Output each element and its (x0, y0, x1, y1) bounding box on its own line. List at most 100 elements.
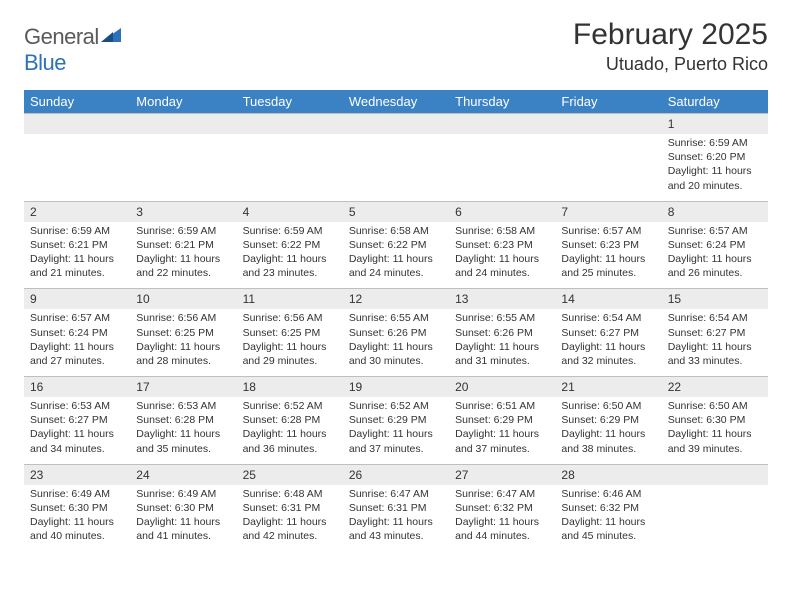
sunrise-text: Sunrise: 6:59 AM (30, 224, 124, 238)
day-body-cell: Sunrise: 6:49 AMSunset: 6:30 PMDaylight:… (24, 485, 130, 552)
weekday-header: Wednesday (343, 90, 449, 114)
brand-logo: General Blue (24, 24, 123, 76)
day-number-cell: 10 (130, 289, 236, 310)
day-body-cell: Sunrise: 6:52 AMSunset: 6:29 PMDaylight:… (343, 397, 449, 464)
day-number-cell (24, 114, 130, 135)
weekday-header: Tuesday (237, 90, 343, 114)
sunset-text: Sunset: 6:29 PM (561, 413, 655, 427)
brand-text: General Blue (24, 24, 123, 76)
weekday-header-row: Sunday Monday Tuesday Wednesday Thursday… (24, 90, 768, 114)
brand-part1: General (24, 24, 99, 49)
day-body-cell: Sunrise: 6:54 AMSunset: 6:27 PMDaylight:… (555, 309, 661, 376)
sunset-text: Sunset: 6:21 PM (30, 238, 124, 252)
sunset-text: Sunset: 6:30 PM (136, 501, 230, 515)
day-number-cell: 23 (24, 464, 130, 485)
sunset-text: Sunset: 6:32 PM (455, 501, 549, 515)
day-body-cell: Sunrise: 6:57 AMSunset: 6:24 PMDaylight:… (24, 309, 130, 376)
sunrise-text: Sunrise: 6:47 AM (455, 487, 549, 501)
day-body-cell: Sunrise: 6:49 AMSunset: 6:30 PMDaylight:… (130, 485, 236, 552)
day-number-cell (449, 114, 555, 135)
sunset-text: Sunset: 6:22 PM (349, 238, 443, 252)
daylight-text: Daylight: 11 hours and 20 minutes. (668, 164, 762, 192)
day-body-cell: Sunrise: 6:56 AMSunset: 6:25 PMDaylight:… (130, 309, 236, 376)
sunset-text: Sunset: 6:29 PM (455, 413, 549, 427)
sunrise-text: Sunrise: 6:50 AM (668, 399, 762, 413)
day-body-cell: Sunrise: 6:47 AMSunset: 6:32 PMDaylight:… (449, 485, 555, 552)
day-body-cell: Sunrise: 6:46 AMSunset: 6:32 PMDaylight:… (555, 485, 661, 552)
header: General Blue February 2025 Utuado, Puert… (24, 18, 768, 76)
day-body-cell: Sunrise: 6:54 AMSunset: 6:27 PMDaylight:… (662, 309, 768, 376)
day-number-cell: 26 (343, 464, 449, 485)
daylight-text: Daylight: 11 hours and 38 minutes. (561, 427, 655, 455)
day-number-cell (662, 464, 768, 485)
day-body-cell: Sunrise: 6:57 AMSunset: 6:24 PMDaylight:… (662, 222, 768, 289)
day-body-cell (662, 485, 768, 552)
sunset-text: Sunset: 6:25 PM (243, 326, 337, 340)
sunset-text: Sunset: 6:23 PM (561, 238, 655, 252)
sunset-text: Sunset: 6:31 PM (243, 501, 337, 515)
daylight-text: Daylight: 11 hours and 26 minutes. (668, 252, 762, 280)
day-number-row: 1 (24, 114, 768, 135)
sunrise-text: Sunrise: 6:48 AM (243, 487, 337, 501)
day-body-cell: Sunrise: 6:50 AMSunset: 6:29 PMDaylight:… (555, 397, 661, 464)
sunrise-text: Sunrise: 6:47 AM (349, 487, 443, 501)
day-number-cell: 18 (237, 377, 343, 398)
calendar-table: Sunday Monday Tuesday Wednesday Thursday… (24, 90, 768, 551)
day-number-cell: 15 (662, 289, 768, 310)
sunrise-text: Sunrise: 6:56 AM (243, 311, 337, 325)
day-body-cell (343, 134, 449, 201)
daylight-text: Daylight: 11 hours and 25 minutes. (561, 252, 655, 280)
day-number-cell (237, 114, 343, 135)
day-number-row: 232425262728 (24, 464, 768, 485)
sunset-text: Sunset: 6:24 PM (30, 326, 124, 340)
sunrise-text: Sunrise: 6:57 AM (30, 311, 124, 325)
day-number-cell: 9 (24, 289, 130, 310)
day-body-cell: Sunrise: 6:58 AMSunset: 6:22 PMDaylight:… (343, 222, 449, 289)
weekday-header: Saturday (662, 90, 768, 114)
day-number-cell: 19 (343, 377, 449, 398)
daylight-text: Daylight: 11 hours and 32 minutes. (561, 340, 655, 368)
day-body-cell: Sunrise: 6:59 AMSunset: 6:21 PMDaylight:… (24, 222, 130, 289)
day-body-row: Sunrise: 6:59 AMSunset: 6:20 PMDaylight:… (24, 134, 768, 201)
sunrise-text: Sunrise: 6:57 AM (668, 224, 762, 238)
sunrise-text: Sunrise: 6:54 AM (561, 311, 655, 325)
day-number-cell: 20 (449, 377, 555, 398)
day-number-cell: 7 (555, 201, 661, 222)
day-number-cell (555, 114, 661, 135)
day-number-cell: 1 (662, 114, 768, 135)
sunrise-text: Sunrise: 6:46 AM (561, 487, 655, 501)
day-body-cell: Sunrise: 6:47 AMSunset: 6:31 PMDaylight:… (343, 485, 449, 552)
daylight-text: Daylight: 11 hours and 22 minutes. (136, 252, 230, 280)
daylight-text: Daylight: 11 hours and 31 minutes. (455, 340, 549, 368)
day-number-cell: 17 (130, 377, 236, 398)
day-body-cell (24, 134, 130, 201)
brand-part2: Blue (24, 50, 66, 75)
day-number-cell: 8 (662, 201, 768, 222)
day-body-row: Sunrise: 6:49 AMSunset: 6:30 PMDaylight:… (24, 485, 768, 552)
day-number-cell: 12 (343, 289, 449, 310)
day-body-cell: Sunrise: 6:50 AMSunset: 6:30 PMDaylight:… (662, 397, 768, 464)
sunrise-text: Sunrise: 6:49 AM (136, 487, 230, 501)
sunrise-text: Sunrise: 6:54 AM (668, 311, 762, 325)
daylight-text: Daylight: 11 hours and 27 minutes. (30, 340, 124, 368)
daylight-text: Daylight: 11 hours and 35 minutes. (136, 427, 230, 455)
day-number-cell: 5 (343, 201, 449, 222)
sunset-text: Sunset: 6:26 PM (349, 326, 443, 340)
day-number-cell: 6 (449, 201, 555, 222)
day-body-cell: Sunrise: 6:56 AMSunset: 6:25 PMDaylight:… (237, 309, 343, 376)
day-number-cell: 21 (555, 377, 661, 398)
sunset-text: Sunset: 6:30 PM (668, 413, 762, 427)
daylight-text: Daylight: 11 hours and 37 minutes. (349, 427, 443, 455)
sunrise-text: Sunrise: 6:59 AM (243, 224, 337, 238)
day-body-cell: Sunrise: 6:55 AMSunset: 6:26 PMDaylight:… (449, 309, 555, 376)
day-body-cell (237, 134, 343, 201)
sunrise-text: Sunrise: 6:55 AM (349, 311, 443, 325)
daylight-text: Daylight: 11 hours and 23 minutes. (243, 252, 337, 280)
sunrise-text: Sunrise: 6:58 AM (349, 224, 443, 238)
sunset-text: Sunset: 6:25 PM (136, 326, 230, 340)
day-number-cell: 27 (449, 464, 555, 485)
daylight-text: Daylight: 11 hours and 24 minutes. (349, 252, 443, 280)
day-number-row: 16171819202122 (24, 377, 768, 398)
day-body-cell (130, 134, 236, 201)
weekday-header: Monday (130, 90, 236, 114)
